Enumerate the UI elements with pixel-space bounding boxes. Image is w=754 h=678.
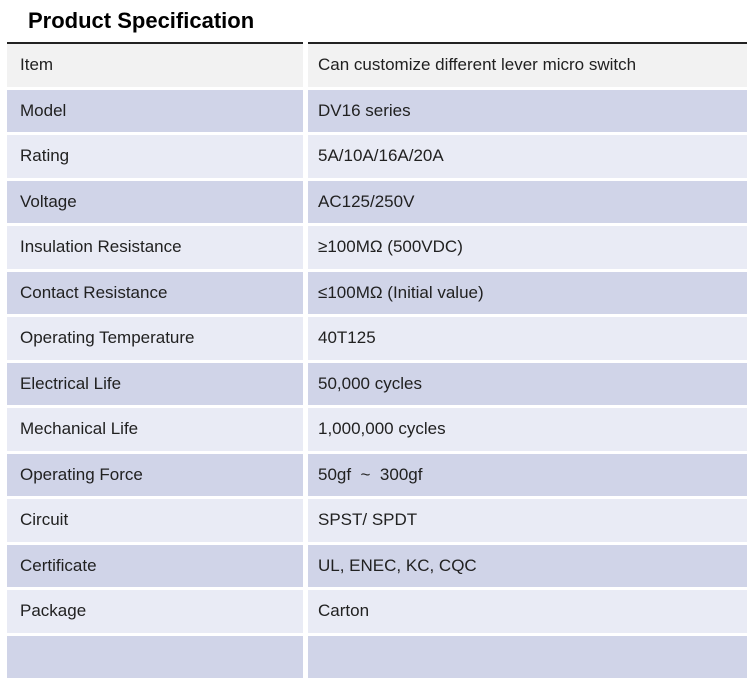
table-row: Model DV16 series — [7, 90, 747, 133]
spec-value: 1,000,000 cycles — [308, 408, 747, 451]
spec-label: Rating — [7, 135, 303, 178]
table-row: Mechanical Life 1,000,000 cycles — [7, 408, 747, 451]
spec-value: 5A/10A/16A/20A — [308, 135, 747, 178]
spec-label: Item — [7, 42, 303, 87]
spec-label: Model — [7, 90, 303, 133]
spec-label — [7, 636, 303, 678]
table-row: Operating Force 50gf ~ 300gf — [7, 454, 747, 497]
spec-label: Mechanical Life — [7, 408, 303, 451]
spec-value: AC125/250V — [308, 181, 747, 224]
table-row: Voltage AC125/250V — [7, 181, 747, 224]
spec-value: Carton — [308, 590, 747, 633]
spec-value: 50gf ~ 300gf — [308, 454, 747, 497]
table-row: Operating Temperature 40T125 — [7, 317, 747, 360]
table-row: Item Can customize different lever micro… — [7, 42, 747, 87]
spec-value: SPST/ SPDT — [308, 499, 747, 542]
table-row: Rating 5A/10A/16A/20A — [7, 135, 747, 178]
spec-label: Voltage — [7, 181, 303, 224]
spec-label: Certificate — [7, 545, 303, 588]
spec-value: UL, ENEC, KC, CQC — [308, 545, 747, 588]
spec-label: Package — [7, 590, 303, 633]
specification-table: Item Can customize different lever micro… — [7, 42, 747, 678]
spec-value: Can customize different lever micro swit… — [308, 42, 747, 87]
table-row: Package Carton — [7, 590, 747, 633]
spec-label: Contact Resistance — [7, 272, 303, 315]
spec-value: DV16 series — [308, 90, 747, 133]
table-row: Circuit SPST/ SPDT — [7, 499, 747, 542]
spec-label: Electrical Life — [7, 363, 303, 406]
spec-value: 40T125 — [308, 317, 747, 360]
table-row: Insulation Resistance ≥100MΩ (500VDC) — [7, 226, 747, 269]
page-title: Product Specification — [28, 7, 254, 34]
spec-label: Operating Temperature — [7, 317, 303, 360]
spec-value: ≥100MΩ (500VDC) — [308, 226, 747, 269]
spec-label: Insulation Resistance — [7, 226, 303, 269]
table-row: Electrical Life 50,000 cycles — [7, 363, 747, 406]
table-row: Certificate UL, ENEC, KC, CQC — [7, 545, 747, 588]
spec-value: ≤100MΩ (Initial value) — [308, 272, 747, 315]
spec-value — [308, 636, 747, 678]
table-row-partial — [7, 636, 747, 678]
spec-label: Circuit — [7, 499, 303, 542]
spec-value: 50,000 cycles — [308, 363, 747, 406]
table-row: Contact Resistance ≤100MΩ (Initial value… — [7, 272, 747, 315]
spec-label: Operating Force — [7, 454, 303, 497]
